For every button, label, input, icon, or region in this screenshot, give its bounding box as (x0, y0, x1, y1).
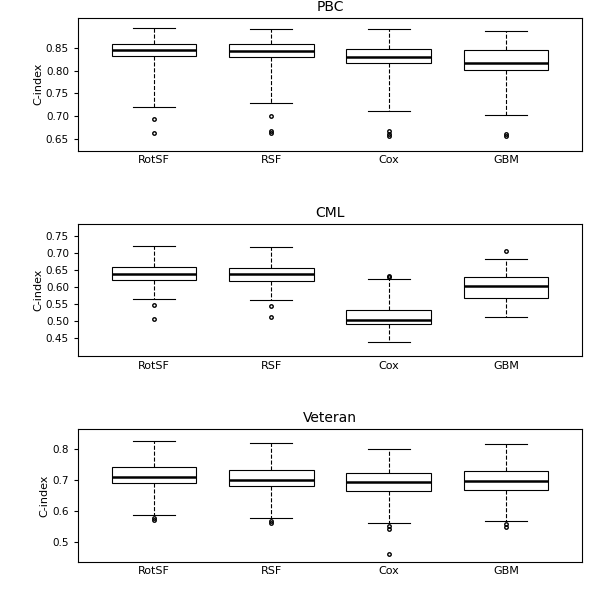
PathPatch shape (112, 44, 196, 56)
PathPatch shape (464, 277, 548, 298)
PathPatch shape (229, 268, 314, 281)
PathPatch shape (229, 44, 314, 57)
Title: CML: CML (315, 206, 345, 219)
Y-axis label: C-index: C-index (33, 63, 43, 105)
PathPatch shape (464, 50, 548, 70)
PathPatch shape (229, 470, 314, 487)
Title: PBC: PBC (316, 0, 344, 14)
PathPatch shape (464, 471, 548, 490)
PathPatch shape (346, 48, 431, 63)
Y-axis label: C-index: C-index (40, 475, 50, 517)
PathPatch shape (112, 468, 196, 483)
PathPatch shape (112, 267, 196, 280)
PathPatch shape (346, 473, 431, 491)
Y-axis label: C-index: C-index (33, 269, 43, 311)
Title: Veteran: Veteran (303, 411, 357, 425)
PathPatch shape (346, 310, 431, 324)
